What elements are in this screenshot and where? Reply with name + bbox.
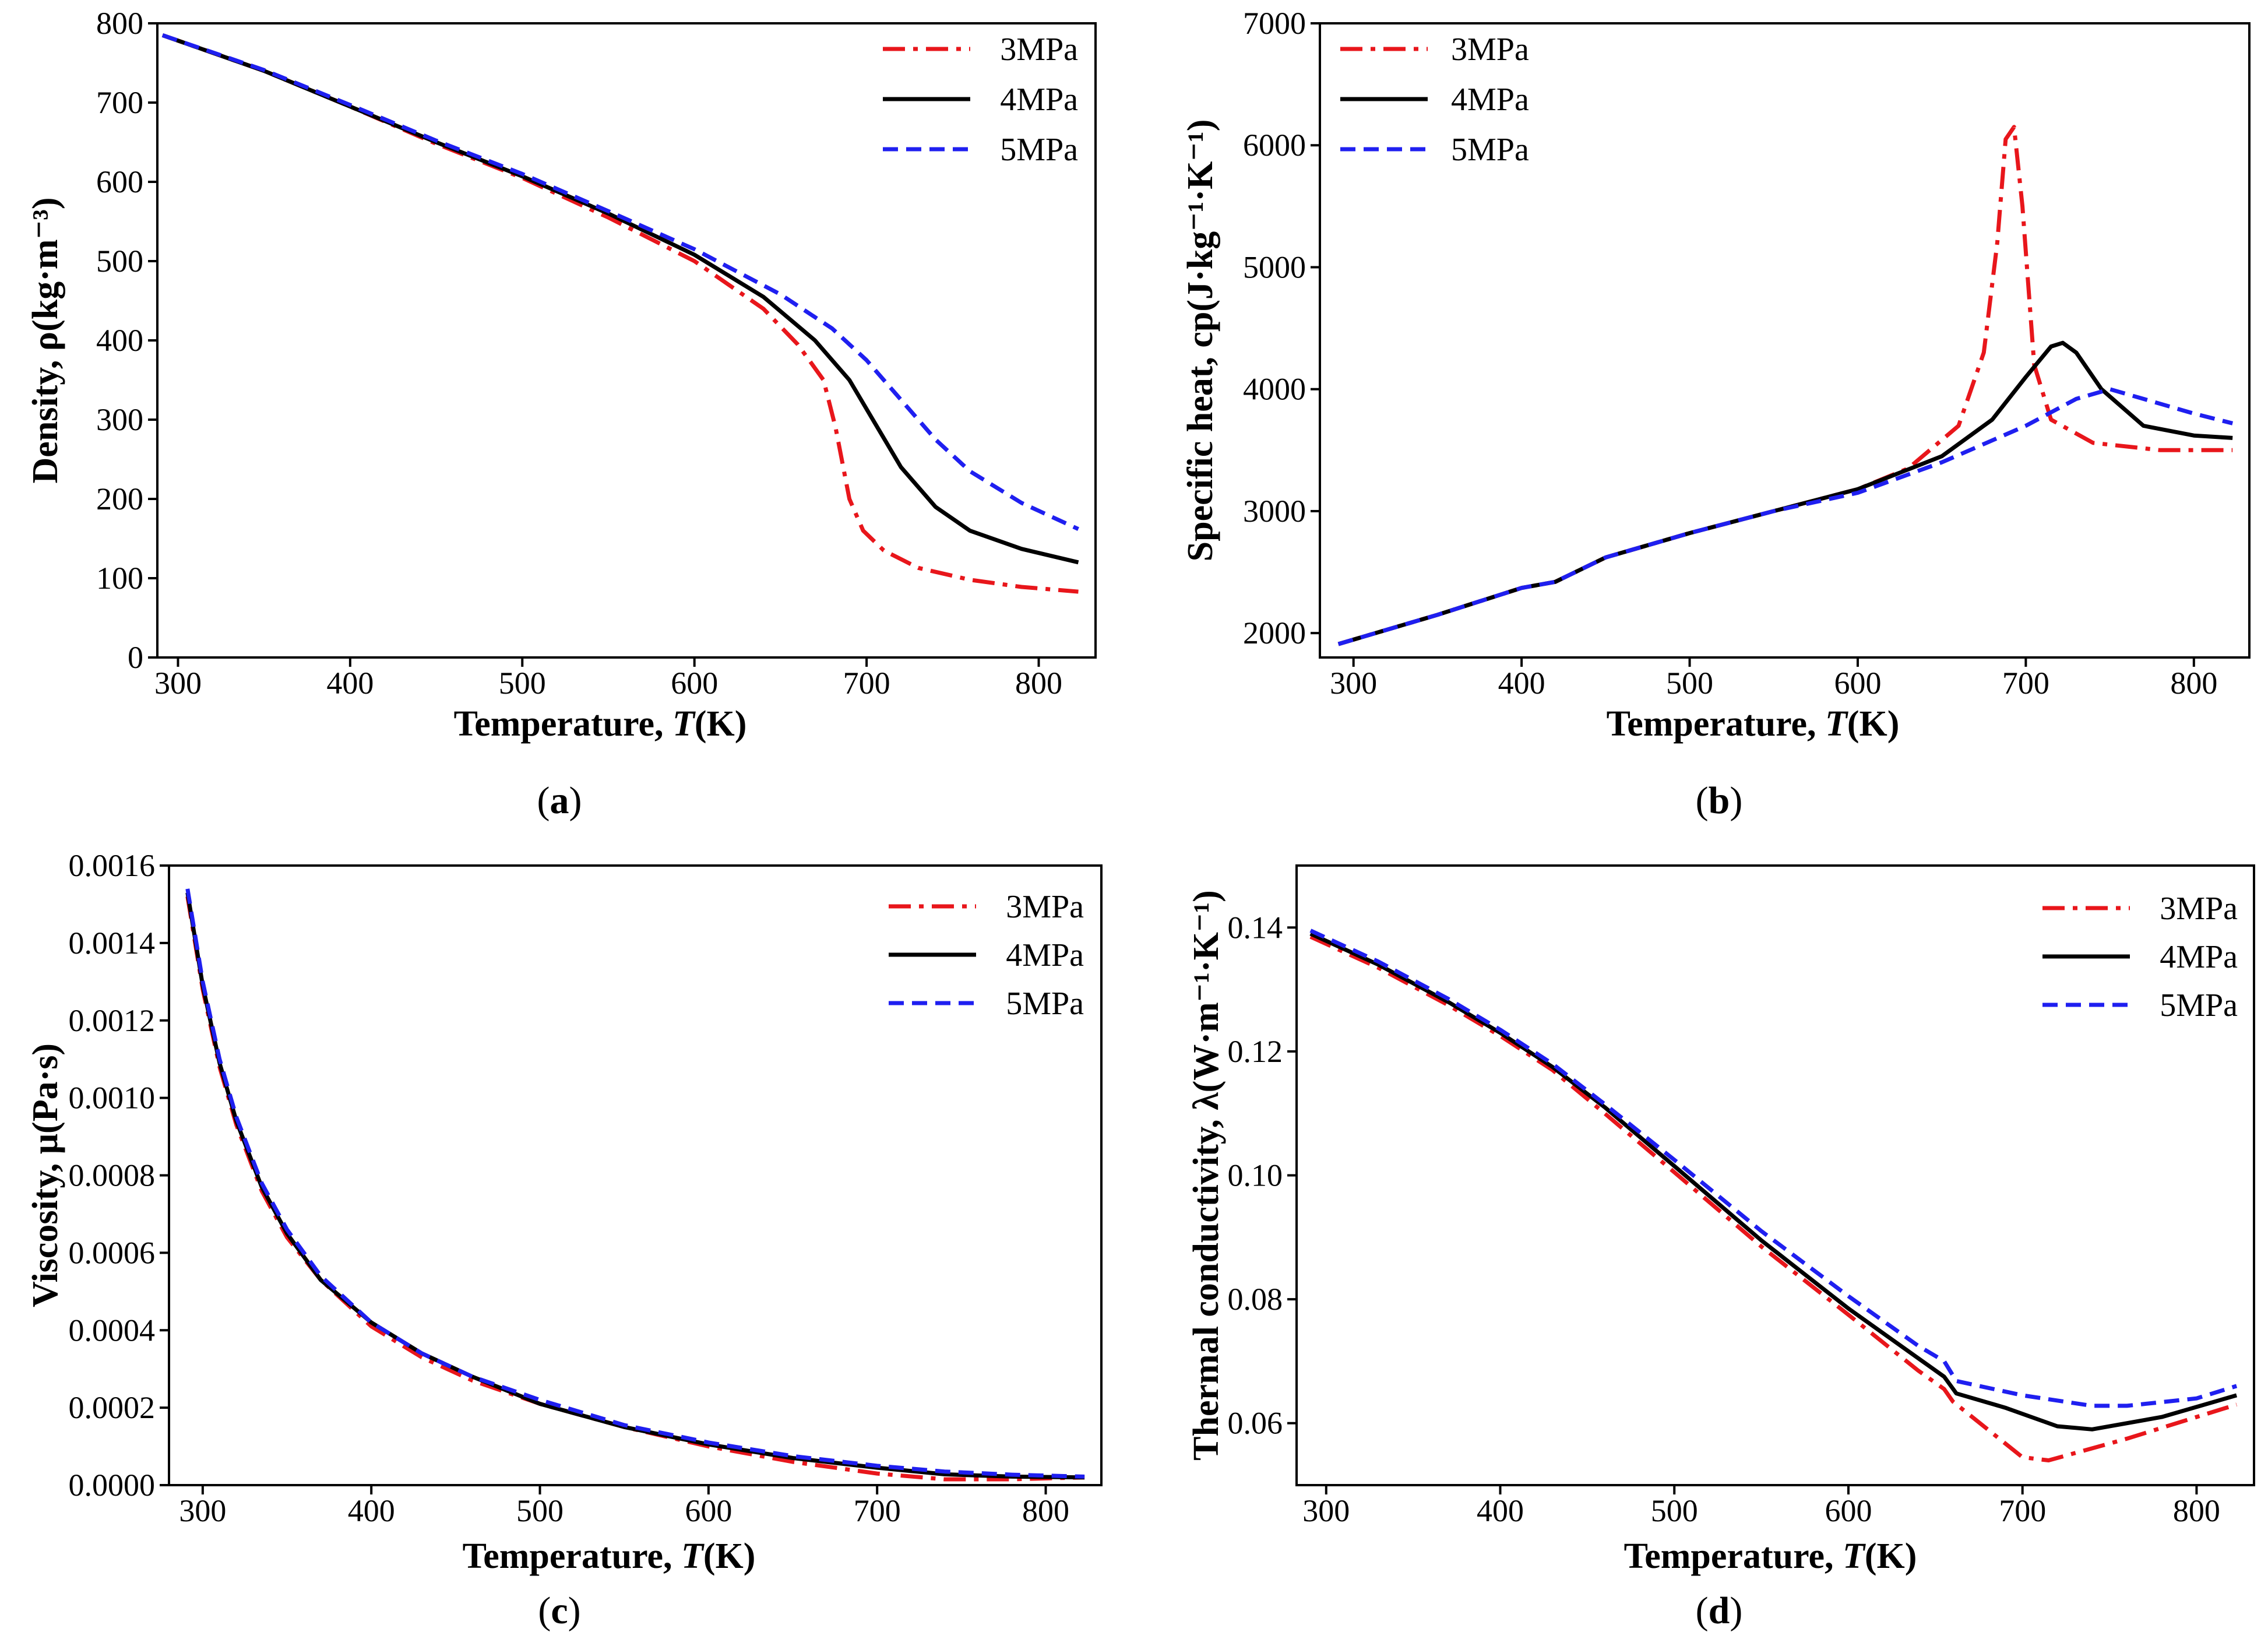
x-tick-label: 600 bbox=[1834, 666, 1881, 701]
series-line-4MPa bbox=[161, 33, 1079, 565]
legend: 3MPa 4MPa 5MPa bbox=[1340, 31, 1529, 168]
y-tick-label: 600 bbox=[96, 164, 143, 199]
series-line-5MPa bbox=[185, 888, 1085, 1479]
panel-caption: (c) bbox=[538, 1589, 580, 1632]
x-tick-label: 300 bbox=[1302, 1493, 1350, 1528]
x-tick-label: 600 bbox=[671, 666, 718, 701]
y-tick-label: 0.0014 bbox=[69, 926, 156, 961]
plot-frame bbox=[1319, 22, 2251, 659]
panel-c: 300 400 500 600 700 800 0.0000 0.0002 0.0004 0.00… bbox=[26, 848, 1103, 1632]
x-tick-label: 600 bbox=[685, 1493, 732, 1528]
x-axis-label: Temperature, T(K) bbox=[1624, 1536, 1917, 1576]
plot-frame bbox=[156, 22, 1097, 659]
series-line-5MPa bbox=[1337, 387, 2234, 646]
legend-label: 5MPa bbox=[1006, 986, 1084, 1022]
x-tick-label: 300 bbox=[179, 1493, 226, 1528]
y-tick-label: 0.0008 bbox=[69, 1158, 156, 1193]
x-tick-label: 400 bbox=[1498, 666, 1545, 701]
y-tick-label: 0.14 bbox=[1228, 910, 1283, 945]
plot-frame bbox=[168, 864, 1103, 1486]
series-line-3MPa bbox=[185, 896, 1085, 1482]
x-axis-label: Temperature, T(K) bbox=[454, 704, 747, 744]
y-tick-label: 0.08 bbox=[1228, 1282, 1283, 1317]
x-tick-label: 600 bbox=[1825, 1493, 1872, 1528]
panel-d: 300 400 500 600 700 800 0.06 0.08 0.10 0.12 0.14 3M… bbox=[1186, 864, 2255, 1632]
x-tick-label: 800 bbox=[2173, 1493, 2220, 1528]
y-axis-label: Specific heat, cp(J·kg⁻¹·K⁻¹) bbox=[1181, 119, 1220, 562]
legend-label: 3MPa bbox=[2160, 891, 2238, 927]
y-tick-label: 400 bbox=[96, 323, 143, 358]
y-tick-label: 0.10 bbox=[1228, 1158, 1283, 1193]
y-axis-label: Density, ρ(kg·m⁻³) bbox=[26, 198, 65, 484]
legend: 3MPa 4MPa 5MPa bbox=[883, 31, 1078, 168]
series-line-5MPa bbox=[1309, 928, 2238, 1408]
x-tick-label: 400 bbox=[348, 1493, 395, 1528]
y-tick-label: 500 bbox=[96, 244, 143, 279]
y-tick-label: 300 bbox=[96, 402, 143, 437]
y-tick-label: 0.0000 bbox=[69, 1468, 156, 1503]
x-axis-label: Temperature, T(K) bbox=[1607, 704, 1900, 744]
legend-label: 4MPa bbox=[1451, 82, 1529, 118]
y-tick-label: 6000 bbox=[1243, 128, 1306, 163]
legend-label: 3MPa bbox=[1006, 889, 1084, 925]
y-tick-label: 0.0016 bbox=[69, 848, 156, 883]
series-line-4MPa bbox=[1337, 340, 2233, 646]
series-line-5MPa bbox=[161, 33, 1079, 531]
y-tick-label: 700 bbox=[96, 85, 143, 120]
y-tick-label: 100 bbox=[96, 561, 143, 596]
y-tick-label: 3000 bbox=[1243, 494, 1306, 529]
x-tick-label: 700 bbox=[2002, 666, 2049, 701]
y-tick-label: 0.0006 bbox=[69, 1235, 156, 1270]
series-line-4MPa bbox=[185, 892, 1085, 1480]
y-tick-label: 0.06 bbox=[1228, 1406, 1283, 1441]
legend-label: 5MPa bbox=[2160, 987, 2238, 1024]
x-tick-label: 500 bbox=[499, 666, 546, 701]
x-tick-label: 800 bbox=[2170, 666, 2217, 701]
y-tick-label: 0.0004 bbox=[69, 1313, 156, 1348]
legend-label: 4MPa bbox=[2160, 939, 2238, 975]
x-tick-label: 300 bbox=[154, 666, 202, 701]
panel-caption: (a) bbox=[537, 779, 582, 822]
panel-caption: (d) bbox=[1696, 1589, 1743, 1632]
y-tick-label: 0.0012 bbox=[69, 1003, 156, 1038]
x-tick-label: 400 bbox=[326, 666, 374, 701]
y-tick-label: 0 bbox=[128, 640, 143, 675]
x-tick-label: 400 bbox=[1477, 1493, 1524, 1528]
x-tick-label: 500 bbox=[1651, 1493, 1698, 1528]
x-tick-label: 300 bbox=[1330, 666, 1377, 701]
legend: 3MPa 4MPa 5MPa bbox=[2042, 891, 2238, 1024]
y-tick-label: 5000 bbox=[1243, 249, 1306, 284]
panel-b: 300 400 500 600 700 800 2000 3000 4000 5000 6000 70… bbox=[1181, 6, 2251, 822]
series-line-3MPa bbox=[1309, 935, 2238, 1462]
legend-label: 3MPa bbox=[1451, 31, 1529, 68]
x-tick-label: 500 bbox=[516, 1493, 564, 1528]
legend: 3MPa 4MPa 5MPa bbox=[889, 889, 1084, 1022]
legend-label: 4MPa bbox=[1000, 82, 1078, 118]
y-tick-label: 2000 bbox=[1243, 616, 1306, 650]
series-line-4MPa bbox=[1309, 931, 2238, 1432]
x-tick-label: 700 bbox=[843, 666, 890, 701]
x-tick-label: 700 bbox=[854, 1493, 901, 1528]
x-tick-label: 500 bbox=[1666, 666, 1713, 701]
y-axis-label: Thermal conductivity, λ(W·m⁻¹·K⁻¹) bbox=[1186, 890, 1226, 1461]
y-axis-label: Viscosity, μ(Pa·s) bbox=[26, 1043, 65, 1307]
panel-caption: (b) bbox=[1696, 779, 1743, 822]
x-tick-label: 800 bbox=[1015, 666, 1062, 701]
legend-label: 4MPa bbox=[1006, 937, 1084, 973]
legend-label: 5MPa bbox=[1000, 132, 1078, 168]
y-tick-label: 4000 bbox=[1243, 372, 1306, 407]
legend-label: 3MPa bbox=[1000, 31, 1078, 68]
y-tick-label: 800 bbox=[96, 6, 143, 41]
y-tick-label: 0.12 bbox=[1228, 1034, 1283, 1069]
y-tick-label: 0.0010 bbox=[69, 1081, 156, 1116]
x-tick-label: 800 bbox=[1022, 1493, 1069, 1528]
y-tick-label: 0.0002 bbox=[69, 1390, 156, 1425]
x-axis-label: Temperature, T(K) bbox=[463, 1536, 756, 1576]
panel-a: 300 400 500 600 700 800 0 100 200 300 400 500 600 700… bbox=[26, 6, 1097, 822]
x-tick-label: 700 bbox=[1999, 1493, 2046, 1528]
y-tick-label: 7000 bbox=[1243, 6, 1306, 41]
y-tick-label: 200 bbox=[96, 481, 143, 516]
legend-label: 5MPa bbox=[1451, 132, 1529, 168]
